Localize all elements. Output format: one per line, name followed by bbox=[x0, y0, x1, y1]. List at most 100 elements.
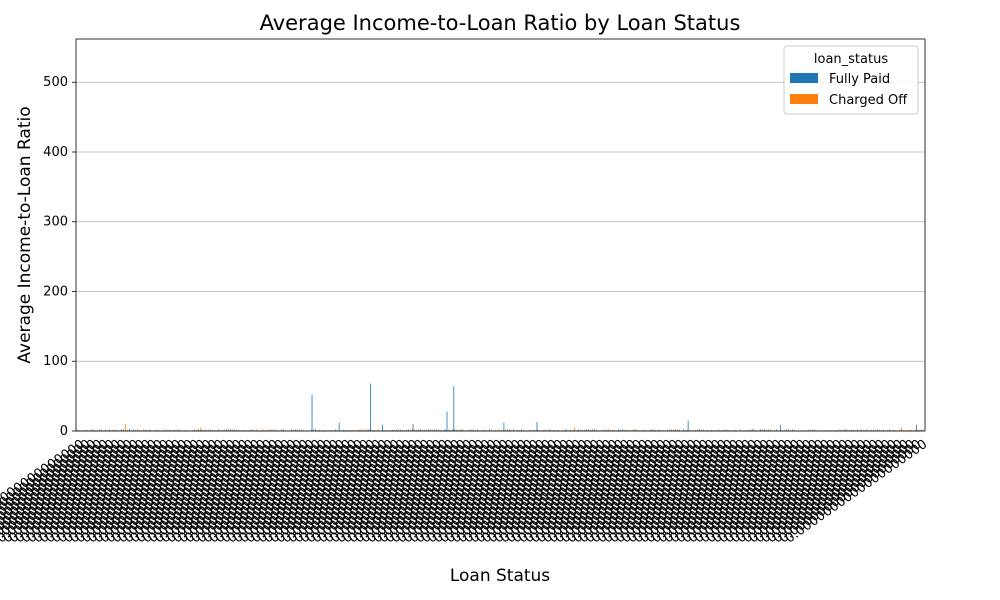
bar bbox=[899, 429, 901, 431]
bar bbox=[590, 429, 591, 431]
bar bbox=[398, 429, 399, 431]
bar bbox=[284, 430, 286, 431]
bar bbox=[163, 429, 165, 431]
bar bbox=[385, 430, 387, 431]
bar bbox=[179, 429, 181, 431]
bar bbox=[628, 429, 630, 431]
bar bbox=[672, 429, 674, 431]
bar bbox=[660, 429, 662, 431]
bar bbox=[588, 429, 589, 431]
bar bbox=[84, 429, 86, 431]
bar bbox=[325, 429, 327, 431]
bar bbox=[438, 429, 440, 431]
bar bbox=[282, 429, 284, 431]
bar bbox=[751, 429, 753, 431]
bar bbox=[234, 429, 236, 431]
grid-lines bbox=[76, 81, 925, 432]
bar bbox=[191, 429, 193, 431]
bar bbox=[484, 430, 486, 431]
y-tick-label: 500 bbox=[43, 75, 68, 90]
bar-fully-paid bbox=[536, 421, 538, 431]
bar bbox=[747, 429, 749, 431]
bar bbox=[218, 429, 219, 431]
y-tick-label: 200 bbox=[43, 284, 68, 299]
bar bbox=[495, 429, 496, 431]
bar bbox=[329, 430, 331, 431]
bar bbox=[402, 429, 403, 431]
bar bbox=[618, 429, 620, 431]
bar bbox=[860, 429, 862, 431]
bar bbox=[296, 429, 298, 431]
bar bbox=[668, 429, 670, 431]
bar bbox=[521, 429, 523, 431]
y-tick-label: 0 bbox=[60, 424, 68, 439]
bar bbox=[333, 430, 335, 431]
bar bbox=[858, 430, 860, 431]
bar bbox=[583, 429, 585, 431]
bar bbox=[509, 429, 511, 431]
bar bbox=[759, 429, 761, 431]
bar bbox=[848, 430, 850, 431]
bar-fully-paid bbox=[382, 424, 383, 431]
bar bbox=[448, 429, 450, 431]
bar bbox=[135, 429, 137, 431]
bar bbox=[98, 429, 100, 431]
bar-charged-off bbox=[900, 427, 902, 431]
bar-fully-paid bbox=[687, 420, 689, 431]
bar bbox=[513, 429, 515, 431]
bar bbox=[300, 429, 302, 431]
legend-swatch-charged-off bbox=[790, 94, 818, 104]
bar-fully-paid bbox=[780, 424, 782, 431]
bar bbox=[883, 429, 884, 431]
bar bbox=[678, 429, 680, 431]
bar bbox=[634, 429, 636, 431]
bar bbox=[877, 429, 878, 431]
bar bbox=[703, 429, 705, 431]
bar bbox=[517, 430, 519, 431]
bar bbox=[347, 429, 349, 431]
bar bbox=[812, 429, 814, 431]
bar bbox=[919, 429, 921, 431]
bar-fully-paid bbox=[503, 422, 505, 431]
bar bbox=[761, 429, 763, 431]
bar bbox=[268, 429, 270, 431]
bar bbox=[260, 430, 262, 431]
bar bbox=[763, 429, 765, 431]
bar bbox=[256, 429, 258, 431]
bar bbox=[315, 429, 316, 431]
bar bbox=[112, 429, 114, 431]
bar bbox=[353, 429, 355, 431]
bar bbox=[893, 429, 895, 431]
bar bbox=[614, 430, 616, 431]
bar bbox=[450, 429, 452, 431]
bar bbox=[887, 429, 889, 431]
legend-title: loan_status bbox=[814, 52, 888, 67]
bar bbox=[563, 429, 565, 431]
bar bbox=[879, 429, 880, 431]
bar bbox=[412, 429, 413, 431]
bar bbox=[818, 430, 820, 431]
bar bbox=[632, 429, 634, 431]
bar bbox=[226, 429, 228, 431]
bar bbox=[612, 430, 614, 431]
bar bbox=[244, 430, 246, 431]
bar bbox=[436, 429, 438, 431]
bar bbox=[670, 429, 672, 431]
bar-fully-paid bbox=[446, 411, 448, 431]
bar bbox=[123, 429, 124, 431]
bar bbox=[254, 430, 256, 431]
bar bbox=[652, 429, 654, 431]
bar bbox=[361, 429, 363, 431]
bar bbox=[393, 430, 395, 431]
bar bbox=[537, 430, 539, 431]
bar bbox=[701, 429, 703, 431]
bar bbox=[648, 429, 650, 431]
bar bbox=[830, 430, 832, 431]
bar bbox=[511, 429, 513, 431]
bar bbox=[695, 430, 696, 431]
bar bbox=[185, 429, 187, 431]
bar bbox=[640, 430, 642, 431]
bar bbox=[224, 429, 225, 431]
bar bbox=[280, 429, 282, 431]
